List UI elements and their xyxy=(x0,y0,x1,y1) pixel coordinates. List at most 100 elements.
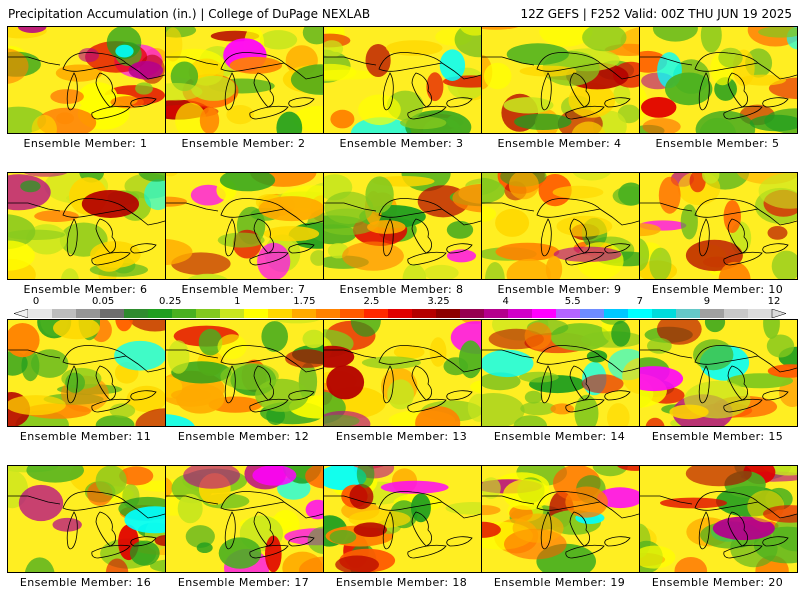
precip-area xyxy=(387,379,414,410)
precip-area xyxy=(689,173,706,193)
member-label: Ensemble Member: 10 xyxy=(651,283,784,296)
member-label: Ensemble Member: 7 xyxy=(181,283,306,296)
precip-area xyxy=(356,466,375,488)
precip-map xyxy=(324,173,481,279)
precip-area xyxy=(324,466,367,491)
precip-area xyxy=(218,537,262,569)
lake-outline xyxy=(604,536,631,547)
precip-area xyxy=(485,262,505,279)
precip-area xyxy=(198,328,223,356)
precip-area xyxy=(226,105,254,125)
precip-map xyxy=(324,320,481,426)
precip-area xyxy=(95,415,135,426)
precip-map xyxy=(324,466,481,572)
colorbar-segment xyxy=(340,309,365,318)
precip-area xyxy=(766,334,795,358)
lake-outline xyxy=(224,365,236,404)
precip-area xyxy=(763,320,780,339)
lake-outline xyxy=(224,511,236,550)
precip-area xyxy=(8,229,65,240)
lake-outline xyxy=(604,243,631,254)
precip-area xyxy=(166,83,203,101)
lake-outline xyxy=(91,105,131,120)
lake-outline xyxy=(698,218,710,257)
precip-area xyxy=(166,414,195,426)
precip-area xyxy=(565,486,608,518)
member-map xyxy=(165,319,324,427)
border-line xyxy=(640,349,797,373)
border-line xyxy=(166,495,323,519)
member-label: Ensemble Member: 4 xyxy=(497,137,622,150)
precip-area xyxy=(330,109,355,129)
precip-area xyxy=(276,111,303,133)
precip-area xyxy=(20,180,41,193)
member-map xyxy=(323,319,482,427)
precip-area xyxy=(617,466,639,471)
precip-area xyxy=(167,340,190,374)
colorbar-tick-label: 7 xyxy=(636,296,643,307)
member-label: Ensemble Member: 17 xyxy=(177,576,310,589)
precip-area xyxy=(680,204,698,240)
precip-area xyxy=(649,247,672,279)
precip-area xyxy=(669,404,709,420)
precip-area xyxy=(8,174,51,211)
member-map xyxy=(323,172,482,280)
member-map xyxy=(481,465,640,573)
precip-area xyxy=(640,238,650,272)
member-map xyxy=(7,319,166,427)
precip-area xyxy=(302,329,323,349)
precip-area xyxy=(613,84,631,105)
lake-outline xyxy=(723,105,763,120)
precip-area xyxy=(574,394,599,426)
precip-area xyxy=(166,27,183,62)
precip-area xyxy=(482,27,519,30)
precip-area xyxy=(400,116,447,130)
member-label: Ensemble Member: 15 xyxy=(651,430,784,443)
valid-time: 12Z GEFS | F252 Valid: 00Z THU JUN 19 20… xyxy=(520,7,792,21)
precip-area xyxy=(361,356,421,369)
precip-area xyxy=(185,525,215,548)
lake-outline xyxy=(565,251,605,266)
precip-area xyxy=(718,47,743,68)
lake-outline xyxy=(446,536,473,547)
precip-area xyxy=(700,27,722,53)
lake-outline xyxy=(288,536,315,547)
precip-area xyxy=(273,320,320,324)
colorbar-segment xyxy=(388,309,413,318)
member-label: Ensemble Member: 16 xyxy=(19,576,152,589)
precip-area xyxy=(305,499,323,520)
member-label: Ensemble Member: 14 xyxy=(493,430,626,443)
precip-area xyxy=(358,94,401,126)
precip-area xyxy=(524,322,552,350)
precip-area xyxy=(482,349,534,378)
lake-outline xyxy=(723,251,763,266)
colorbar-tick-label: 0.25 xyxy=(159,296,182,307)
precip-area xyxy=(446,114,464,128)
member-label: Ensemble Member: 6 xyxy=(23,283,148,296)
precip-area xyxy=(642,118,681,133)
precip-area xyxy=(553,246,622,262)
precip-area xyxy=(482,505,501,516)
colorbar-segment xyxy=(676,309,701,318)
precip-map xyxy=(640,466,797,572)
precip-area xyxy=(78,48,99,63)
precip-area xyxy=(17,27,47,33)
border-line xyxy=(640,202,797,226)
precip-area xyxy=(255,378,309,412)
colorbar-tick-label: 12 xyxy=(767,296,781,307)
precip-area xyxy=(514,113,572,130)
precip-map xyxy=(166,173,323,279)
precip-area xyxy=(199,107,220,133)
colorbar-segment xyxy=(748,309,773,318)
precip-area xyxy=(31,114,57,133)
member-map xyxy=(639,319,798,427)
lake-outline xyxy=(446,97,473,108)
lake-outline xyxy=(407,251,447,266)
colorbar-segment xyxy=(28,309,53,318)
precip-area xyxy=(187,273,228,279)
colorbar-segment xyxy=(508,309,533,318)
precip-area xyxy=(310,250,323,266)
colorbar-segment xyxy=(556,309,581,318)
precip-area xyxy=(324,414,360,426)
lake-outline xyxy=(723,544,763,559)
